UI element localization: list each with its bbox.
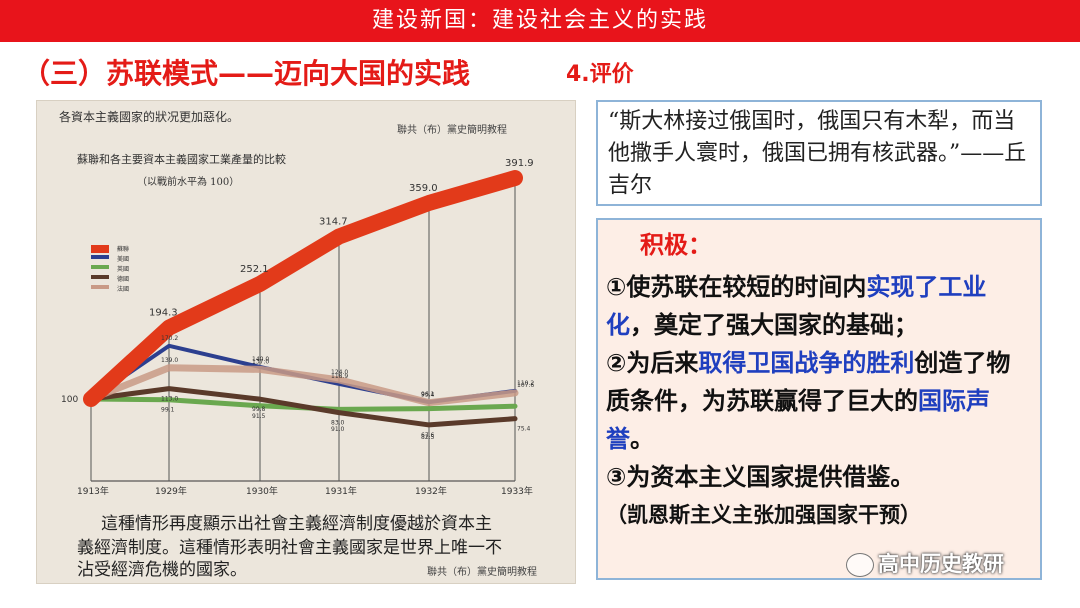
data-label: 83.0: [331, 420, 345, 427]
series-line-3: [88, 386, 518, 428]
x-tick-label: 1930年: [246, 485, 278, 497]
point-1-highlight: 实现了工业化: [606, 273, 987, 339]
legend-swatch: [91, 285, 109, 289]
legend-swatch: [91, 265, 109, 269]
data-label: 91.5: [252, 413, 266, 420]
series-line-0: [83, 170, 523, 407]
point-1-text-c: ，奠定了强大国家的基础；: [630, 311, 918, 339]
positive-point-1: ①使苏联在较短的时间内实现了工业化，奠定了强大国家的基础；: [606, 268, 1034, 344]
x-tick-label: 1932年: [415, 485, 447, 497]
wechat-icon: [846, 553, 874, 577]
positive-evaluation-box: 积极： ①使苏联在较短的时间内实现了工业化，奠定了强大国家的基础； ②为后来取得…: [596, 218, 1042, 580]
scan-top-note: 各資本主義國家的狀况更加惡化。: [59, 109, 239, 124]
data-label: 99.1: [161, 407, 175, 414]
start-value-label: 100: [61, 395, 78, 405]
scan-bottom-text-3: 沾受經濟危機的國家。: [77, 560, 247, 580]
point-2-highlight-2: 国际声誉: [606, 387, 990, 453]
scan-source-top: 聯共（布）黨史簡明教程: [397, 123, 507, 136]
extra-data-label: 91.0: [331, 426, 345, 433]
x-tick-label: 1913年: [77, 485, 109, 497]
churchill-quote: “斯大林接过俄国时，俄国只有木犁，而当他撒手人寰时，俄国已拥有核武器。”——丘吉…: [596, 100, 1042, 206]
data-label: 110.2: [517, 380, 534, 387]
data-label: 139.0: [161, 357, 178, 364]
positive-title: 积极：: [640, 231, 712, 259]
series-line-4: [87, 364, 519, 407]
data-label: 95.4: [421, 392, 435, 399]
data-label: 99.8: [252, 406, 266, 413]
section-heading: （三）苏联模式——迈向大国的实践: [22, 57, 471, 90]
legend-swatch: [91, 245, 109, 253]
point-2-text-c: 创造了物质条件，为苏联赢得了巨大的: [606, 349, 1011, 415]
keynes-note: （凯恩斯主义主张加强国家干预）: [606, 503, 921, 527]
textbook-scan: 各資本主義國家的狀况更加惡化。 聯共（布）黨史簡明教程 蘇聯和各主要資本主義國家…: [36, 100, 576, 584]
positive-point-3: ③为资本主义国家提供借鉴。: [606, 463, 915, 491]
chart-subtitle: （以戰前水平為 100）: [137, 175, 239, 188]
data-label: 252.1: [240, 264, 269, 275]
data-label: 113.0: [161, 396, 178, 403]
legend-label: 蘇聯: [117, 245, 129, 253]
x-tick-label: 1931年: [325, 485, 357, 497]
chart-title: 蘇聯和各主要資本主義國家工業產量的比較: [77, 152, 286, 166]
data-label: 75.4: [517, 426, 531, 433]
legend-label: 德國: [117, 275, 129, 283]
scan-source-bottom: 聯共（布）黨史簡明教程: [427, 565, 537, 578]
legend-label: 法國: [117, 285, 129, 293]
data-label: 359.0: [409, 183, 438, 194]
x-tick-label: 1933年: [501, 485, 533, 497]
positive-point-2: ②为后来取得卫国战争的胜利创造了物质条件，为苏联赢得了巨大的国际声誉。: [606, 344, 1034, 458]
data-label: 137.0: [252, 358, 269, 365]
top-banner: 建设新国：建设社会主义的实践: [0, 0, 1080, 42]
data-label: 124.0: [331, 369, 348, 376]
scan-bottom-text-1: 這種情形再度顯示出社會主義經濟制度優越於資本主: [101, 514, 492, 534]
data-label: 107.6: [517, 382, 534, 389]
data-label: 67.6: [421, 432, 435, 439]
chart-value-labels: 100 194.3 252.1 314.7 359.0 391.9 170.2 140.0 11…: [61, 158, 534, 441]
watermark-text: 高中历史教研: [878, 552, 1004, 576]
legend-label: 英國: [117, 265, 129, 273]
data-label: 96.1: [421, 391, 435, 398]
evaluation-label: 4.评价: [566, 62, 634, 87]
point-2-highlight-1: 取得卫国战争的胜利: [698, 349, 915, 377]
chart-grid: 1913年 1929年 1930年 1931年 1932年 1933年: [77, 172, 533, 497]
data-label: 140.0: [252, 356, 269, 363]
industrial-output-chart: 各資本主義國家的狀况更加惡化。 聯共（布）黨史簡明教程 蘇聯和各主要資本主義國家…: [59, 109, 537, 580]
legend-swatch: [91, 275, 109, 279]
legend-label: 美國: [117, 255, 129, 263]
data-label: 314.7: [319, 216, 348, 227]
scan-bottom-text-2: 義經濟制度。這種情形表明社會主義國家是世界上唯一不: [77, 538, 502, 558]
chart-series: [83, 170, 523, 428]
point-2-text-a: ②为后来: [606, 349, 699, 377]
data-label: 391.9: [505, 158, 534, 169]
point-1-text-a: ①使苏联在较短的时间内: [606, 273, 867, 301]
point-2-text-e: 。: [630, 425, 654, 453]
data-label: 118.9: [331, 373, 348, 380]
watermark: 高中历史教研: [846, 548, 1004, 578]
data-label: 194.3: [149, 308, 178, 319]
legend-swatch: [91, 255, 109, 259]
x-tick-label: 1929年: [155, 485, 187, 497]
data-label: 170.2: [161, 335, 178, 342]
extra-data-label: 82.5: [421, 434, 435, 441]
